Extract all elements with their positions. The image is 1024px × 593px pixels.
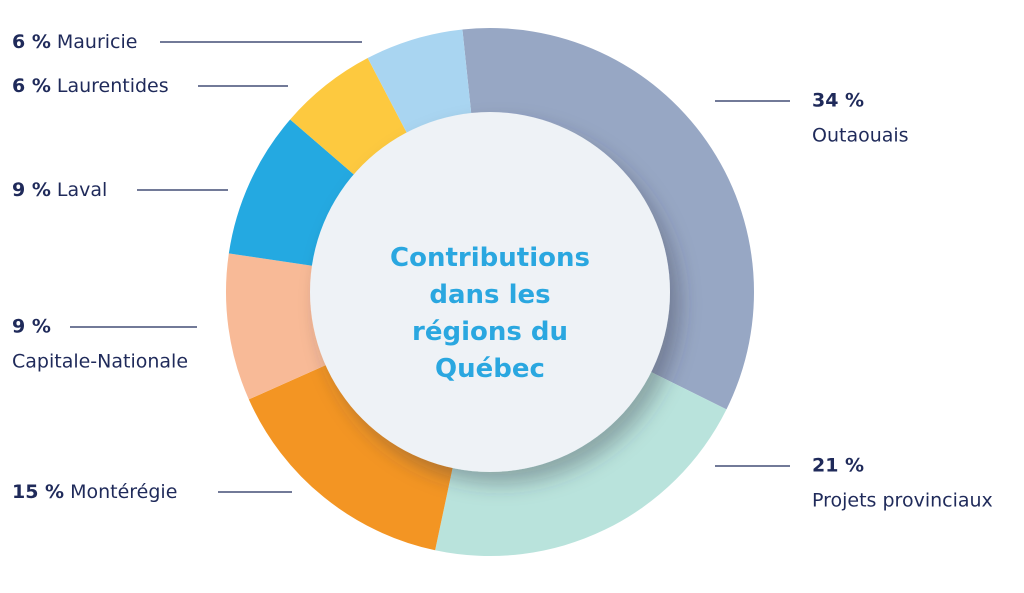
value-label: 34 % bbox=[812, 90, 864, 112]
value-label: 9 % bbox=[12, 316, 51, 338]
category-label: Montérégie bbox=[70, 481, 177, 503]
value-label: 6 % bbox=[12, 75, 51, 97]
donut-hole bbox=[310, 112, 670, 472]
label: 15 % Montérégie bbox=[12, 481, 177, 503]
category-label: Laurentides bbox=[57, 75, 169, 97]
category-label: Mauricie bbox=[57, 31, 138, 53]
donut-slice bbox=[435, 358, 727, 556]
category-label: Outaouais bbox=[812, 125, 909, 147]
value-label: 15 % bbox=[12, 481, 64, 503]
label: 6 % Laurentides bbox=[12, 75, 169, 97]
chart-title: Contributions dans les régions du Québec bbox=[390, 243, 590, 384]
value-label: 9 % bbox=[12, 179, 51, 201]
label: 9 % Laval bbox=[12, 179, 107, 201]
label: 6 % Mauricie bbox=[12, 31, 137, 53]
category-label: Laval bbox=[57, 179, 107, 201]
value-label: 21 % bbox=[812, 455, 864, 477]
category-label: Capitale-Nationale bbox=[12, 351, 188, 373]
category-label: Projets provinciaux bbox=[812, 490, 993, 512]
donut-slice bbox=[248, 353, 459, 551]
value-label: 6 % bbox=[12, 31, 51, 53]
